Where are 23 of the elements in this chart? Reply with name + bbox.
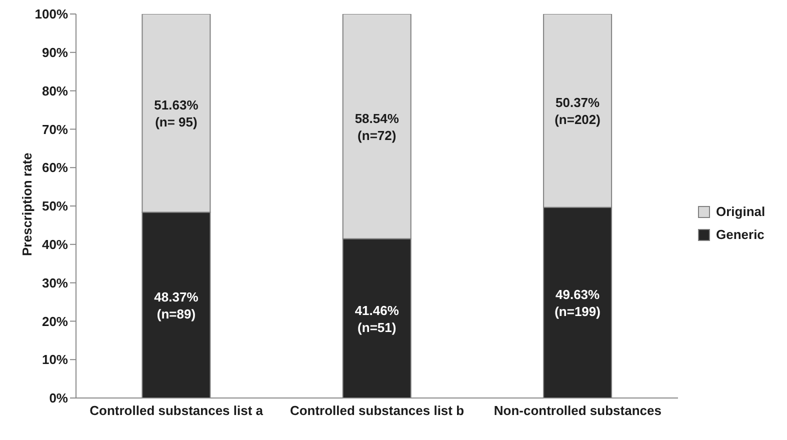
data-label: 41.46% (n=51) [354,302,400,334]
data-label: 51.63% (n= 95) [154,97,199,130]
data-label: 48.37% (n=89) [154,289,199,322]
legend-label: Original [716,204,766,219]
x-tick-label: Controlled substances list b [290,403,464,418]
y-tick-label: 30% [42,275,68,290]
data-label: 49.63% (n=199) [554,286,600,319]
y-tick-label: 50% [42,198,68,214]
y-tick-label: 10% [42,352,68,368]
y-tick-label: 0% [49,390,68,406]
y-tick-label: 90% [42,45,68,60]
y-axis-title: Prescription rate [20,152,35,256]
y-tick-label: 60% [42,160,68,176]
y-tick-label: 80% [42,83,68,98]
y-tick-label: 20% [42,314,68,329]
legend-label: Generic [716,227,764,242]
y-tick-label: 100% [34,6,68,22]
y-tick-label: 40% [42,237,68,252]
y-tick-label: 70% [42,122,68,137]
data-label: 58.54% (n=72) [354,110,400,142]
data-label: 50.37% (n=202) [554,94,600,127]
x-tick-label: Non-controlled substances [494,403,662,418]
x-tick-label: Controlled substances list a [90,403,264,418]
